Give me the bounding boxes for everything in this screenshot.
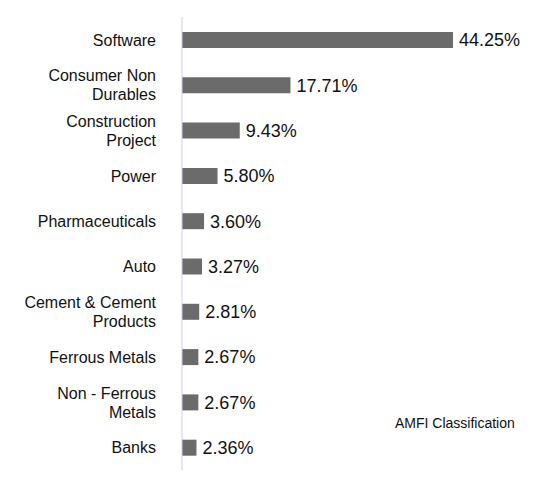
svg-text:Auto: Auto [123, 258, 156, 275]
svg-text:2.81%: 2.81% [205, 302, 256, 322]
svg-text:Consumer NonDurables: Consumer NonDurables [48, 67, 156, 103]
svg-text:Ferrous Metals: Ferrous Metals [49, 348, 156, 365]
svg-text:Pharmaceuticals: Pharmaceuticals [38, 212, 156, 229]
html-text:AMFI Classification: AMFI Classification [395, 415, 515, 431]
svg-text:3.60%: 3.60% [210, 212, 261, 232]
svg-text:2.67%: 2.67% [204, 347, 255, 367]
svg-text:44.25%: 44.25% [459, 30, 520, 50]
svg-text:Software: Software [93, 31, 156, 48]
svg-text:9.43%: 9.43% [246, 121, 297, 141]
svg-text:3.27%: 3.27% [208, 257, 259, 277]
svg-text:2.36%: 2.36% [202, 438, 253, 458]
svg-text:ConstructionProject: ConstructionProject [66, 112, 156, 148]
svg-text:2.67%: 2.67% [204, 393, 255, 413]
svg-text:Cement & CementProducts: Cement & CementProducts [24, 293, 156, 329]
svg-text:5.80%: 5.80% [224, 166, 275, 186]
svg-text:Power: Power [111, 167, 157, 184]
svg-text:17.71%: 17.71% [296, 76, 357, 96]
svg-text:Banks: Banks [112, 439, 156, 456]
svg-text:Non - FerrousMetals: Non - FerrousMetals [57, 384, 156, 420]
